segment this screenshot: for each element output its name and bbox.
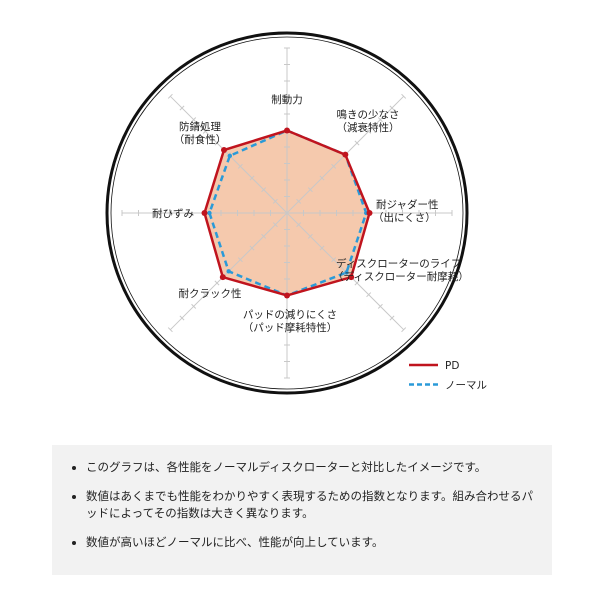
axis-tick [296, 198, 302, 204]
axis-label: 防錆処理 [179, 120, 221, 133]
axis-tick [401, 93, 407, 99]
axis-tick [214, 280, 220, 286]
axis-tick [179, 105, 185, 111]
legend-label: PD [445, 360, 459, 372]
data-point [284, 127, 290, 134]
note-item: 数値が高いほどノーマルに比べ、性能が向上しています。 [86, 534, 536, 551]
data-point [348, 274, 355, 281]
data-point [220, 146, 227, 153]
axis-label: パッドの減りにくさ [243, 308, 337, 321]
axis-label: 制動力 [271, 93, 303, 106]
axis-tick [377, 303, 383, 309]
frame-circle-inner [110, 36, 464, 390]
note-item: 数値はあくまでも性能をわかりやすく表現するための指数となります。組み合わせるパッ… [86, 488, 536, 522]
axis-tick [354, 140, 360, 146]
axis-tick [261, 187, 267, 193]
axis-tick [389, 315, 395, 321]
axis-label: （耐食性） [174, 133, 227, 146]
axis-tick [272, 198, 278, 204]
data-point [284, 292, 290, 299]
axis-tick [366, 292, 372, 298]
axis-tick [214, 140, 220, 146]
data-point [227, 153, 233, 159]
axis-label: 耐ジャダー性 [376, 198, 438, 211]
axis-label: 耐ひずみ [152, 207, 194, 220]
axis-tick [319, 175, 325, 181]
axis-tick [191, 303, 197, 309]
data-point [226, 269, 231, 274]
axis-tick [319, 245, 325, 251]
frame-circle-outer [105, 31, 469, 395]
axis-tick [389, 105, 395, 111]
axis-tick [377, 117, 383, 123]
axis-tick [167, 327, 173, 333]
axis-label: （ディスクローター耐摩耗） [333, 270, 469, 283]
axis-tick [179, 315, 185, 321]
data-point [366, 210, 373, 216]
axis-tick [331, 163, 337, 169]
axis-label: ディスクローターのライフ [336, 257, 461, 270]
axis-tick [366, 128, 372, 134]
axis-label: 鳴きの少なさ [337, 108, 400, 121]
axis-tick [307, 187, 313, 193]
axis-label: （減衰特性） [337, 121, 400, 134]
axis-tick [249, 245, 255, 251]
data-point [344, 270, 349, 275]
axis-tick [202, 292, 208, 298]
axis-tick [237, 257, 243, 263]
axis-tick [191, 117, 197, 123]
data-point [342, 151, 349, 158]
axis-tick [261, 233, 267, 239]
axis-tick [202, 128, 208, 134]
axis-tick [249, 175, 255, 181]
axis-tick [272, 222, 278, 228]
data-point [207, 210, 212, 216]
axis-tick [331, 257, 337, 263]
axis-tick [307, 233, 313, 239]
axis-tick [237, 163, 243, 169]
axis-label: 耐クラック性 [179, 287, 242, 300]
note-item: このグラフは、各性能をノーマルディスクローターと対比したイメージです。 [86, 459, 536, 476]
data-point [219, 274, 226, 281]
radar-chart: 制動力鳴きの少なさ（減衰特性）耐ジャダー性（出にくさ）ディスクローターのライフ（… [105, 31, 487, 395]
axis-label: （パッド摩耗特性） [243, 321, 338, 334]
notes-box: このグラフは、各性能をノーマルディスクローターと対比したイメージです。 数値はあ… [52, 445, 552, 575]
axis-tick [167, 93, 173, 99]
axis-tick [296, 222, 302, 228]
axis-tick [354, 280, 360, 286]
axis-tick [401, 327, 407, 333]
data-point [201, 210, 208, 216]
axis-label: （出にくさ） [373, 211, 436, 224]
legend-label: ノーマル [445, 380, 487, 392]
